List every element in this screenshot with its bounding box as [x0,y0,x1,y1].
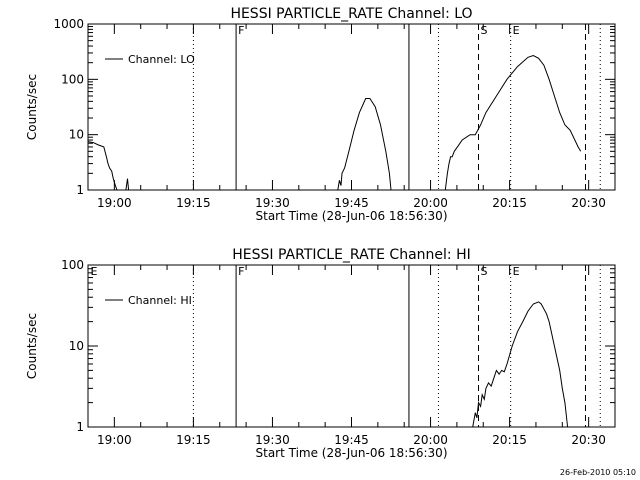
x-tick-label: 19:45 [334,433,369,447]
footer-timestamp: 26-Feb-2010 05:10 [560,468,636,477]
event-marker-label: E [91,265,98,278]
y-axis-label: Counts/sec [25,313,39,379]
series-line [472,301,569,428]
y-tick-label: 1000 [53,17,84,31]
x-axis-label: Start Time (28-Jun-06 18:56:30) [256,209,448,223]
plot-frame [87,264,616,428]
x-tick-label: 20:30 [571,433,606,447]
x-tick-label: 20:00 [413,196,448,210]
chart-title: HESSI PARTICLE_RATE Channel: HI [232,247,470,263]
y-tick-label: 1 [76,183,84,197]
y-tick-label: 100 [61,72,84,86]
x-tick-label: 19:15 [176,196,211,210]
x-tick-label: 20:30 [571,196,606,210]
x-tick-label: 19:00 [97,196,132,210]
x-tick-label: 19:15 [176,433,211,447]
series-line [337,98,392,191]
event-marker-label: E [513,265,520,278]
legend-entry: Channel: LO [128,53,195,66]
x-tick-label: 19:30 [255,433,290,447]
event-marker-label: F [238,24,244,37]
x-tick-label: 20:15 [492,196,527,210]
y-tick-label: 10 [69,128,84,142]
event-marker-label: S [481,265,488,278]
x-tick-label: 19:00 [97,433,132,447]
chart-title: HESSI PARTICLE_RATE Channel: LO [230,6,472,22]
x-tick-label: 20:00 [413,433,448,447]
y-tick-label: 1 [76,420,84,434]
legend-entry: Channel: HI [128,294,192,307]
y-tick-label: 100 [61,258,84,272]
series-line [87,141,118,191]
x-tick-label: 19:45 [334,196,369,210]
lo-channel-panel: HESSI PARTICLE_RATE Channel: LO 19:00 19:1… [25,6,616,223]
event-marker-label: S [481,24,488,37]
event-marker-label: E [513,24,520,37]
x-axis-label: Start Time (28-Jun-06 18:56:30) [256,446,448,460]
y-axis-label: Counts/sec [25,74,39,140]
event-marker-label: F [238,265,244,278]
y-tick-label: 10 [69,339,84,353]
series-line [444,54,582,191]
x-tick-label: 19:30 [255,196,290,210]
plot-frame [87,23,616,191]
series-line [125,178,130,191]
x-tick-label: 20:15 [492,433,527,447]
hi-channel-panel: HESSI PARTICLE_RATE Channel: HI 19:00 19:1… [25,247,616,460]
